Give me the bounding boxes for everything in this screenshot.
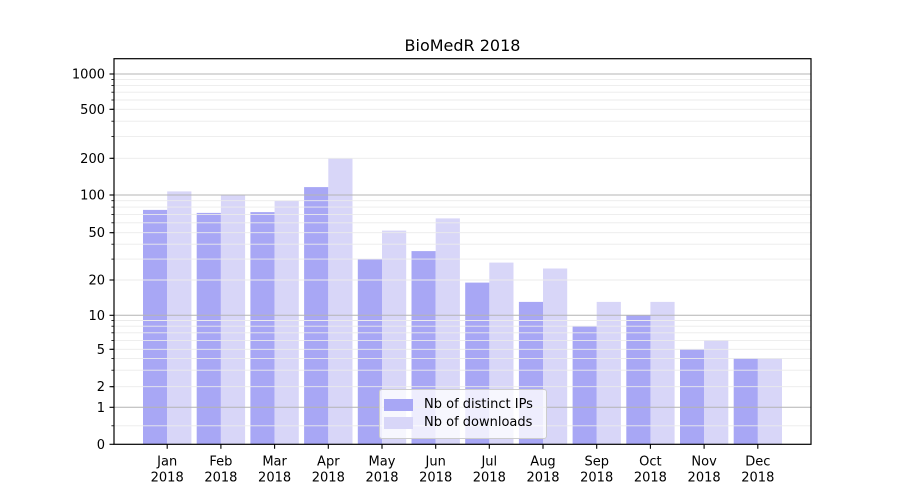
bar-ips-nov <box>680 349 705 445</box>
bar-ips-may <box>357 259 382 445</box>
x-tick-label: Dec 2018 <box>741 455 774 486</box>
x-tick-label: Jan 2018 <box>151 455 184 486</box>
bar-ips-feb <box>196 212 221 445</box>
x-tick-label: Apr 2018 <box>312 455 345 486</box>
legend-item-downloads: Nb of downloads <box>384 414 541 431</box>
bar-ips-jan <box>143 209 168 445</box>
legend-swatch-distinct-ips-icon <box>384 398 413 411</box>
legend-label-distinct-ips: Nb of distinct IPs <box>424 397 533 412</box>
x-tick-label: Aug 2018 <box>526 455 559 486</box>
chart-title: BioMedR 2018 <box>404 36 521 55</box>
bar-downloads-nov <box>704 340 729 445</box>
y-tick-label: 2 <box>97 380 105 395</box>
bar-ips-oct <box>626 315 651 445</box>
y-tick-label: 500 <box>80 103 105 118</box>
bar-downloads-mar <box>274 200 299 445</box>
bar-downloads-aug <box>543 268 568 445</box>
bar-ips-sep <box>572 326 597 445</box>
x-tick-label: Nov 2018 <box>688 455 721 486</box>
y-tick-label: 10 <box>88 309 105 324</box>
x-tick-label: Feb 2018 <box>204 455 237 486</box>
axes-frame <box>113 58 812 445</box>
x-tick-label: May 2018 <box>365 455 398 486</box>
y-tick-label: 50 <box>88 226 105 241</box>
bar-ips-dec <box>733 358 758 445</box>
bar-downloads-sep <box>596 301 621 445</box>
y-tick-label: 1000 <box>72 68 105 83</box>
legend: Nb of distinct IPs Nb of downloads <box>379 389 547 439</box>
y-tick-label: 20 <box>88 274 105 289</box>
bar-ips-mar <box>250 212 275 445</box>
y-tick-label: 5 <box>97 343 105 358</box>
y-tick-label: 100 <box>80 189 105 204</box>
bar-downloads-apr <box>328 158 353 445</box>
legend-swatch-downloads-icon <box>384 416 413 429</box>
y-tick-label: 200 <box>80 152 105 167</box>
y-tick-label: 0 <box>97 438 105 453</box>
x-tick-label: Sep 2018 <box>580 455 613 486</box>
x-tick-label: Mar 2018 <box>258 455 291 486</box>
x-tick-label: Oct 2018 <box>634 455 667 486</box>
bar-downloads-feb <box>220 195 246 445</box>
legend-item-distinct-ips: Nb of distinct IPs <box>384 396 541 413</box>
bar-downloads-oct <box>650 301 675 445</box>
bar-downloads-dec <box>757 358 782 445</box>
legend-label-downloads: Nb of downloads <box>424 415 533 430</box>
bar-downloads-jan <box>167 191 192 445</box>
x-tick-label: Jun 2018 <box>419 455 452 486</box>
x-tick-label: Jul 2018 <box>473 455 506 486</box>
y-tick-label: 1 <box>97 401 105 416</box>
